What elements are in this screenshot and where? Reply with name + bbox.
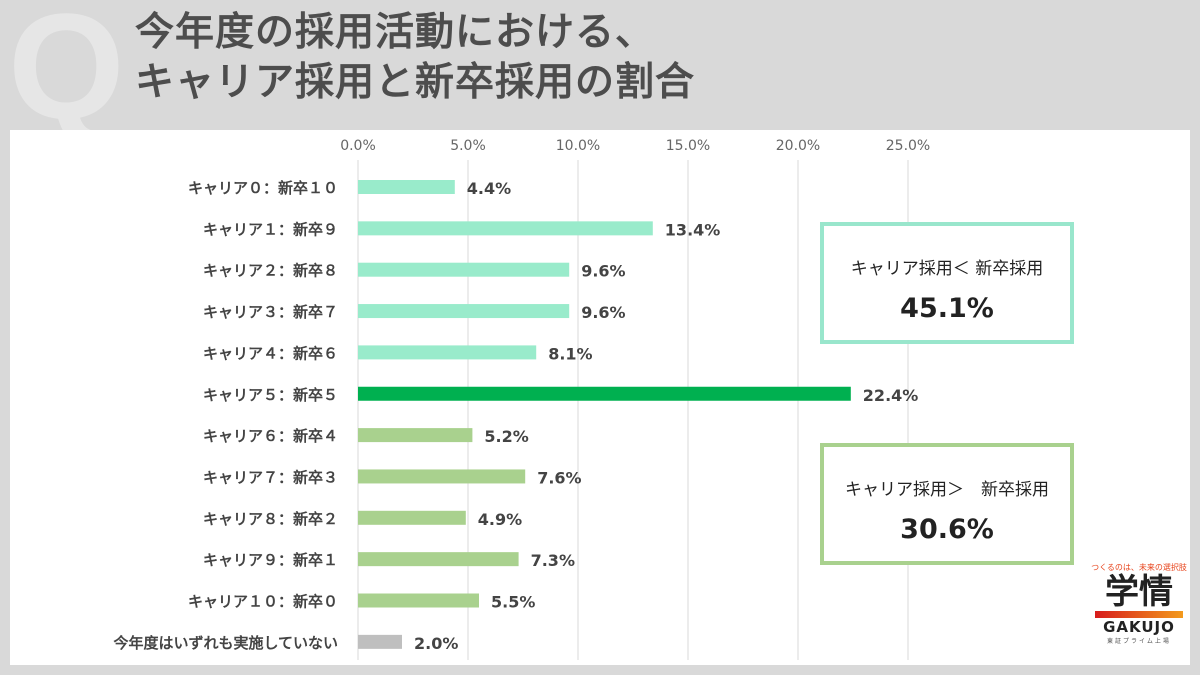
- bar: [358, 634, 402, 649]
- data-label: 2.0%: [414, 634, 458, 653]
- category-label: キャリア３：新卒７: [203, 303, 338, 321]
- title-line-2: キャリア採用と新卒採用の割合: [135, 60, 696, 105]
- x-tick-label: 15.0%: [666, 138, 710, 154]
- bar: [358, 510, 466, 525]
- summary-value: 45.1%: [900, 293, 994, 324]
- data-label: 7.3%: [531, 551, 575, 570]
- summary-box-career-less: キャリア採用＜ 新卒採用 45.1%: [820, 222, 1074, 344]
- data-label: 9.6%: [581, 303, 625, 322]
- category-label: キャリア５：新卒５: [203, 386, 338, 404]
- data-label: 22.4%: [863, 386, 919, 405]
- bar: [358, 386, 851, 401]
- bar: [358, 262, 570, 277]
- bar: [358, 180, 455, 194]
- data-label: 7.6%: [537, 468, 581, 487]
- bar: [358, 552, 519, 567]
- data-label: 8.1%: [548, 344, 592, 363]
- category-label: キャリア０：新卒１０: [188, 179, 338, 197]
- category-label: 今年度はいずれも実施していない: [112, 634, 338, 652]
- summary-label: キャリア採用＞ 新卒採用: [845, 480, 1049, 500]
- category-label: キャリア１０：新卒０: [188, 593, 338, 611]
- summary-value: 30.6%: [900, 514, 994, 545]
- x-tick-label: 20.0%: [776, 138, 820, 154]
- logo-bar: [1095, 611, 1183, 618]
- bar: [358, 593, 479, 608]
- bar: [358, 345, 537, 360]
- category-label: キャリア４：新卒６: [203, 344, 338, 362]
- x-tick-label: 5.0%: [450, 138, 486, 154]
- data-label: 4.9%: [478, 510, 522, 529]
- data-label: 4.4%: [467, 179, 511, 198]
- q-watermark: Q: [8, 0, 125, 150]
- bar: [358, 469, 526, 484]
- x-tick-label: 0.0%: [340, 138, 376, 154]
- page-title: 今年度の採用活動における、 キャリア採用と新卒採用の割合: [135, 8, 695, 108]
- category-label: キャリア２：新卒８: [203, 262, 338, 280]
- category-label: キャリア８：新卒２: [203, 510, 338, 528]
- category-label: キャリア７：新卒３: [203, 468, 338, 486]
- data-label: 5.5%: [491, 593, 535, 612]
- data-label: 9.6%: [581, 262, 625, 281]
- category-label: キャリア６：新卒４: [203, 427, 338, 445]
- x-tick-label: 25.0%: [886, 138, 930, 154]
- logo-kanji: 学情: [1105, 572, 1173, 612]
- logo-tagline: つくるのは、未来の選択肢: [1091, 563, 1187, 572]
- title-line-1: 今年度の採用活動における、: [135, 10, 656, 55]
- bar: [358, 221, 653, 236]
- data-label: 13.4%: [665, 220, 721, 239]
- category-label: キャリア９：新卒１: [203, 551, 338, 569]
- logo-name: GAKUJO: [1103, 618, 1175, 636]
- data-label: 5.2%: [484, 427, 528, 446]
- gakujo-logo: つくるのは、未来の選択肢 学情 GAKUJO 東証プライム上場: [1085, 562, 1193, 645]
- summary-label: キャリア採用＜ 新卒採用: [850, 259, 1044, 279]
- x-tick-label: 10.0%: [556, 138, 600, 154]
- bar: [358, 428, 473, 443]
- bar: [358, 304, 570, 319]
- logo-sub: 東証プライム上場: [1107, 638, 1171, 645]
- summary-box-career-more: キャリア採用＞ 新卒採用 30.6%: [820, 443, 1074, 565]
- category-label: キャリア１：新卒９: [203, 220, 338, 238]
